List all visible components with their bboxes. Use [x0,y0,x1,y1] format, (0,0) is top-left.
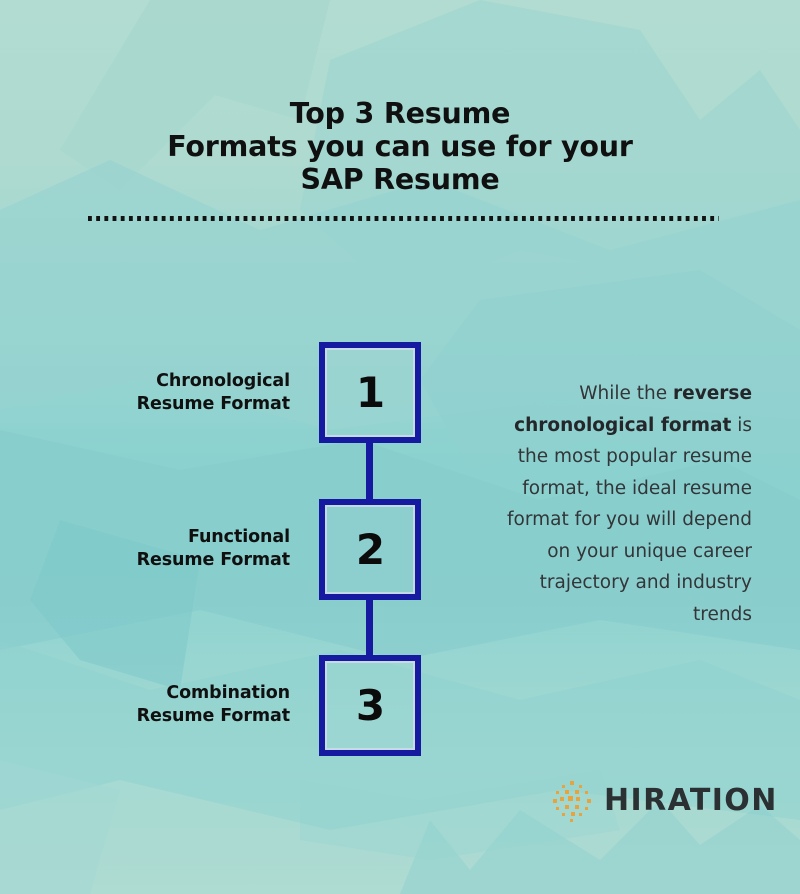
side-note-segment-plain-2: is the most popular resume format, the i… [507,414,752,625]
step-number-1: 1 [355,367,385,417]
side-note-paragraph: While the reverse chronological format i… [496,378,752,630]
title-line-1: Top 3 Resume [289,97,511,130]
logo-wordmark: HIRATION [604,783,778,818]
step-number-3: 3 [355,680,385,730]
title-line-2: Formats you can use for your [167,130,633,163]
step-label-chronological: Chronological Resume Format [60,370,291,416]
step-number-box-2: 2 [319,499,421,600]
step-label-line-1: Chronological [156,371,290,391]
page-title: Top 3 Resume Formats you can use for you… [0,97,800,196]
step-label-functional: Functional Resume Format [60,526,291,572]
step-label-line-2: Resume Format [136,550,291,570]
timeline-connector-2-3 [366,594,373,661]
timeline-connector-1-2 [366,437,373,505]
radial-dot-grid-icon [553,781,591,822]
step-label-line-1: Combination [166,683,290,703]
step-label-line-2: Resume Format [136,394,291,414]
step-number-2: 2 [355,524,385,574]
step-label-line-2: Resume Format [136,706,291,726]
step-label-combination: Combination Resume Format [60,682,291,728]
title-line-3: SAP Resume [300,163,500,196]
side-note-segment-bold: reverse chronological format [514,383,752,436]
step-number-box-3: 3 [319,655,421,756]
dotted-divider [88,216,719,221]
step-number-box-1: 1 [319,342,421,443]
hiration-logo: HIRATION [549,777,776,825]
step-label-line-1: Functional [187,527,290,547]
numbered-timeline: 1 2 3 [319,342,421,757]
side-note-segment-plain-1: While the [579,383,674,404]
